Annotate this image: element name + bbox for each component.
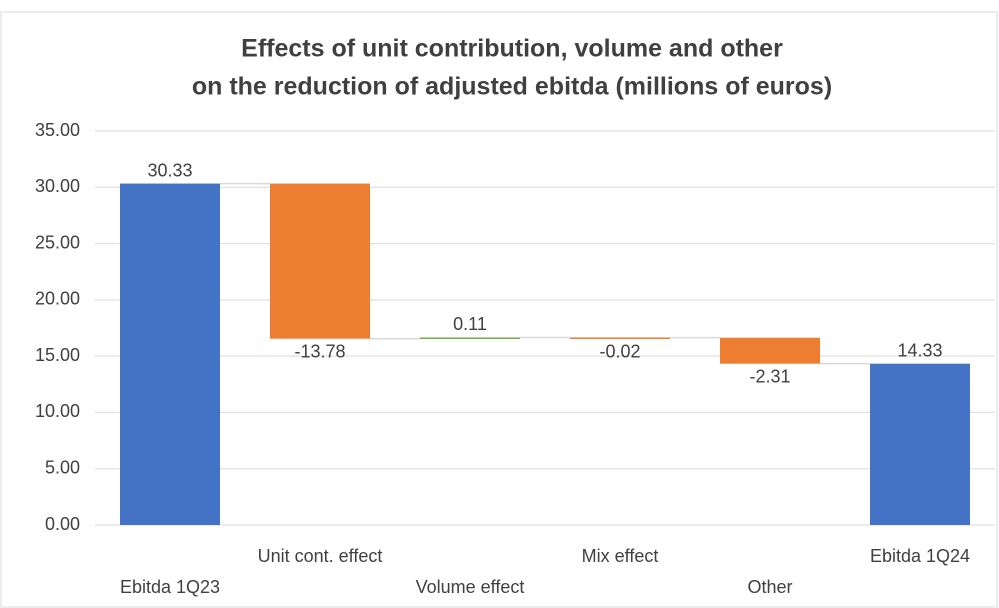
- data-label: -2.31: [749, 366, 790, 386]
- data-label: 0.11: [453, 314, 487, 334]
- chart-title: on the reduction of adjusted ebitda (mil…: [192, 73, 832, 101]
- x-tick-label: Other: [747, 577, 792, 597]
- bar: [870, 363, 970, 525]
- x-tick-label: Mix effect: [582, 546, 659, 566]
- bar: [120, 183, 220, 525]
- chart-title: Effects of unit contribution, volume and…: [241, 35, 783, 63]
- y-tick-label: 20.00: [35, 289, 80, 309]
- y-tick-label: 25.00: [35, 232, 80, 252]
- x-tick-label: Volume effect: [416, 577, 525, 597]
- bar: [570, 337, 670, 339]
- y-tick-label: 5.00: [45, 457, 80, 477]
- data-label: 14.33: [897, 340, 942, 360]
- x-tick-label: Ebitda 1Q24: [870, 546, 970, 566]
- data-label: -13.78: [294, 341, 345, 361]
- y-tick-label: 35.00: [35, 120, 80, 140]
- bar: [270, 183, 370, 339]
- bar: [720, 337, 820, 364]
- y-tick-label: 15.00: [35, 345, 80, 365]
- data-label: -0.02: [599, 342, 640, 362]
- y-tick-label: 0.00: [45, 514, 80, 534]
- y-tick-label: 30.00: [35, 176, 80, 196]
- bar: [420, 337, 520, 339]
- y-tick-label: 10.00: [35, 401, 80, 421]
- x-tick-label: Ebitda 1Q23: [120, 577, 220, 597]
- data-label: 30.33: [147, 160, 192, 180]
- x-tick-label: Unit cont. effect: [258, 546, 383, 566]
